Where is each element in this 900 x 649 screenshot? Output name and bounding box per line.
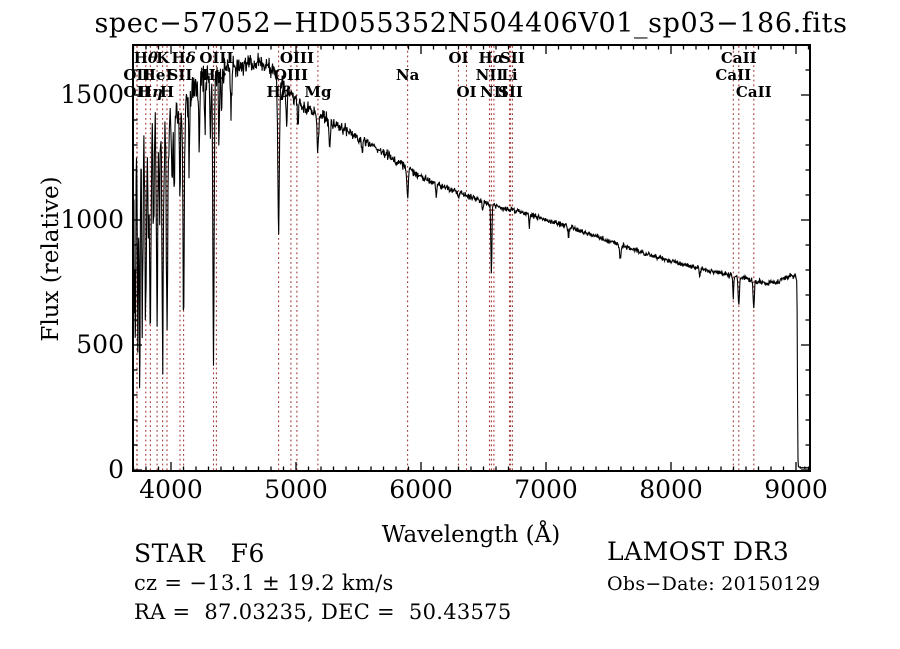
y-tick-label: 1000 bbox=[60, 205, 124, 234]
y-tick-label: 500 bbox=[76, 330, 124, 359]
spectral-line-label: OI bbox=[448, 49, 468, 67]
x-tick-label: 8000 bbox=[639, 475, 703, 504]
spectral-line-label: OIII bbox=[280, 49, 314, 67]
spectral-line-label: NII bbox=[476, 66, 504, 84]
classification-text: STAR F6 bbox=[134, 539, 265, 568]
spectral-line-label: OII bbox=[124, 83, 151, 101]
spectral-line-label: Hβ bbox=[267, 83, 291, 101]
y-tick-label: 1500 bbox=[60, 80, 124, 109]
spectral-line-label: H bbox=[160, 83, 174, 101]
spectral-line-label: NII bbox=[480, 83, 508, 101]
plot-title: spec−57052−HD055352N504406V01_sp03−186.f… bbox=[94, 8, 847, 39]
spectrum-trace bbox=[134, 52, 809, 470]
spectral-line-label: Li bbox=[501, 66, 518, 84]
spectral-line-label: OIII bbox=[199, 49, 233, 67]
spectral-line-label: Hθ bbox=[134, 49, 158, 67]
spectral-line-label: OI bbox=[456, 83, 476, 101]
spectral-line-label: Hδ bbox=[171, 49, 195, 67]
spectral-line-label: Hη bbox=[138, 83, 163, 101]
spectral-line-label: Hα bbox=[479, 49, 505, 67]
spectral-line-label: OII bbox=[123, 66, 150, 84]
y-tick-label: 0 bbox=[108, 455, 124, 484]
x-tick-label: 6000 bbox=[389, 475, 453, 504]
cz-text: cz = −13.1 ± 19.2 km/s bbox=[134, 571, 394, 595]
spectral-line-label: SII bbox=[500, 49, 525, 67]
spectral-line-label: SII bbox=[498, 83, 523, 101]
spectral-line-label: CaII bbox=[721, 49, 757, 67]
spectral-line-label: Hγ bbox=[201, 66, 226, 84]
y-axis-title: Flux (relative) bbox=[38, 176, 64, 341]
ra-dec-text: RA = 87.03235, DEC = 50.43575 bbox=[134, 600, 512, 624]
spectral-line-label: CaII bbox=[715, 66, 751, 84]
spectral-line-label: Mg bbox=[304, 83, 332, 101]
x-tick-label: 4000 bbox=[139, 475, 203, 504]
axis-ticks bbox=[132, 44, 810, 471]
spectral-line-label: K bbox=[156, 49, 170, 67]
x-tick-label: 5000 bbox=[264, 475, 328, 504]
spectral-line-label: SII bbox=[168, 66, 193, 84]
spectral-line-label: OIII bbox=[274, 66, 308, 84]
x-tick-label: 9000 bbox=[764, 475, 828, 504]
x-tick-label: 7000 bbox=[514, 475, 578, 504]
spectral-line-label: Na bbox=[396, 66, 420, 84]
survey-text: LAMOST DR3 bbox=[607, 537, 790, 566]
plot-frame bbox=[132, 44, 811, 472]
spectral-line-label: HeI bbox=[142, 66, 173, 84]
spectral-line-label: CaII bbox=[736, 83, 772, 101]
obs-date-text: Obs−Date: 20150129 bbox=[607, 573, 821, 595]
x-axis-title: Wavelength (Å) bbox=[382, 520, 560, 548]
